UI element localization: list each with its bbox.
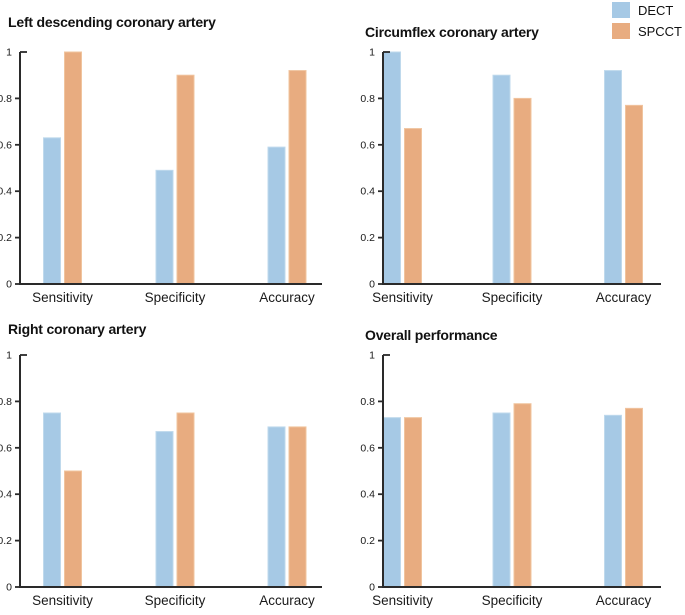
category-label: Accuracy [259, 290, 315, 305]
legend-item-dect: DECT [611, 2, 682, 18]
chart-canvas: Sensitivity Specificity Accuracy 0 0.2 0.4 0.6… [0, 350, 322, 608]
y-tick-label: 0.4 [360, 186, 375, 198]
y-tick-label: 0 [369, 279, 375, 291]
legend: DECT SPCCT [611, 2, 682, 39]
y-tick-label: 0.6 [360, 139, 375, 151]
bar-spcct-accuracy [288, 70, 307, 285]
category-label: Sensitivity [372, 290, 433, 305]
bar-spcct-sensitivity [404, 128, 422, 285]
category-label: Specificity [145, 290, 206, 305]
bar-dect-sensitivity [43, 412, 61, 588]
bar-dect-sensitivity [43, 137, 61, 285]
panel-left-descending-coronary-artery: Left descending coronary artery Sensitiv… [0, 0, 342, 307]
y-tick-label: 0 [6, 582, 12, 594]
bar-plot-right-coronary: Sensitivity Specificity Accuracy 0 0.2 0.4 0.6… [0, 303, 342, 615]
legend-item-spcct: SPCCT [611, 23, 682, 39]
y-tick-label: 0.4 [0, 186, 12, 198]
bar-spcct-sensitivity [404, 417, 422, 588]
bar-spcct-accuracy [288, 426, 307, 588]
bar-spcct-specificity [513, 97, 532, 285]
panel-title: Left descending coronary artery [8, 14, 216, 30]
bar-spcct-specificity [176, 74, 195, 285]
bar-plot-circumflex: Sensitivity Specificity Accuracy 0 0.2 0.4 0.6… [343, 0, 685, 312]
y-tick-label: 0.6 [0, 139, 12, 151]
y-tick-label: 0 [369, 582, 375, 594]
chart-canvas: Sensitivity Specificity Accuracy 0 0.2 0.4 0.6… [0, 47, 322, 305]
category-label: Accuracy [259, 593, 315, 608]
y-tick-label: 0.2 [360, 535, 375, 547]
category-label: Sensitivity [372, 593, 433, 608]
y-tick-label: 1 [369, 47, 375, 59]
bar-spcct-sensitivity [64, 51, 82, 285]
spcct-swatch-icon [611, 23, 630, 39]
bar-plot-overall: Sensitivity Specificity Accuracy 0 0.2 0.4 0.6… [343, 303, 685, 615]
y-tick-label: 0.8 [360, 93, 375, 105]
bar-dect-sensitivity [383, 51, 401, 285]
panel-title: Circumflex coronary artery [365, 24, 539, 40]
bar-plot-left-descending: Sensitivity Specificity Accuracy 0 0.2 0.4 0.6… [0, 0, 342, 312]
bar-dect-specificity [155, 169, 174, 285]
y-tick-label: 1 [369, 350, 375, 362]
chart-canvas: Sensitivity Specificity Accuracy 0 0.2 0.4 0.6… [360, 350, 661, 608]
category-label: Specificity [482, 593, 543, 608]
category-label: Accuracy [596, 290, 652, 305]
y-tick-label: 1 [6, 47, 12, 59]
chart-canvas: Sensitivity Specificity Accuracy 0 0.2 0.4 0.6… [360, 47, 661, 305]
y-tick-label: 0.2 [0, 535, 12, 547]
legend-label-dect: DECT [637, 2, 674, 18]
panel-right-coronary-artery: Right coronary artery Sensitivity Specifi… [0, 303, 342, 610]
bar-dect-sensitivity [383, 417, 401, 588]
y-tick-label: 0.2 [360, 232, 375, 244]
panel-title: Overall performance [365, 327, 498, 343]
y-tick-label: 0.8 [0, 396, 12, 408]
y-tick-label: 0.6 [0, 442, 12, 454]
y-tick-label: 0 [6, 279, 12, 291]
panel-overall-performance: Overall performance Sensitivity Specifici… [343, 303, 685, 610]
bar-spcct-specificity [513, 403, 532, 588]
bar-dect-specificity [492, 412, 511, 588]
y-tick-label: 0.6 [360, 442, 375, 454]
panel-title: Right coronary artery [8, 321, 147, 337]
bar-spcct-specificity [176, 412, 195, 588]
y-tick-label: 0.4 [0, 489, 12, 501]
bar-dect-accuracy [604, 414, 622, 588]
y-tick-label: 0.8 [360, 396, 375, 408]
bar-spcct-accuracy [625, 407, 643, 588]
category-label: Sensitivity [32, 290, 93, 305]
category-label: Accuracy [596, 593, 652, 608]
panel-circumflex-coronary-artery: Circumflex coronary artery Sensitivity Sp… [343, 0, 685, 307]
y-tick-label: 0.8 [0, 93, 12, 105]
bar-dect-accuracy [267, 146, 286, 285]
category-label: Sensitivity [32, 593, 93, 608]
bar-dect-specificity [492, 74, 511, 285]
category-label: Specificity [145, 593, 206, 608]
y-tick-label: 0.2 [0, 232, 12, 244]
bar-dect-accuracy [267, 426, 286, 588]
y-tick-label: 1 [6, 350, 12, 362]
legend-label-spcct: SPCCT [637, 23, 682, 39]
category-label: Specificity [482, 290, 543, 305]
dect-swatch-icon [611, 2, 630, 18]
bar-dect-accuracy [604, 70, 622, 285]
y-tick-label: 0.4 [360, 489, 375, 501]
bar-dect-specificity [155, 431, 174, 588]
bar-spcct-accuracy [625, 104, 643, 285]
bar-spcct-sensitivity [64, 470, 82, 588]
